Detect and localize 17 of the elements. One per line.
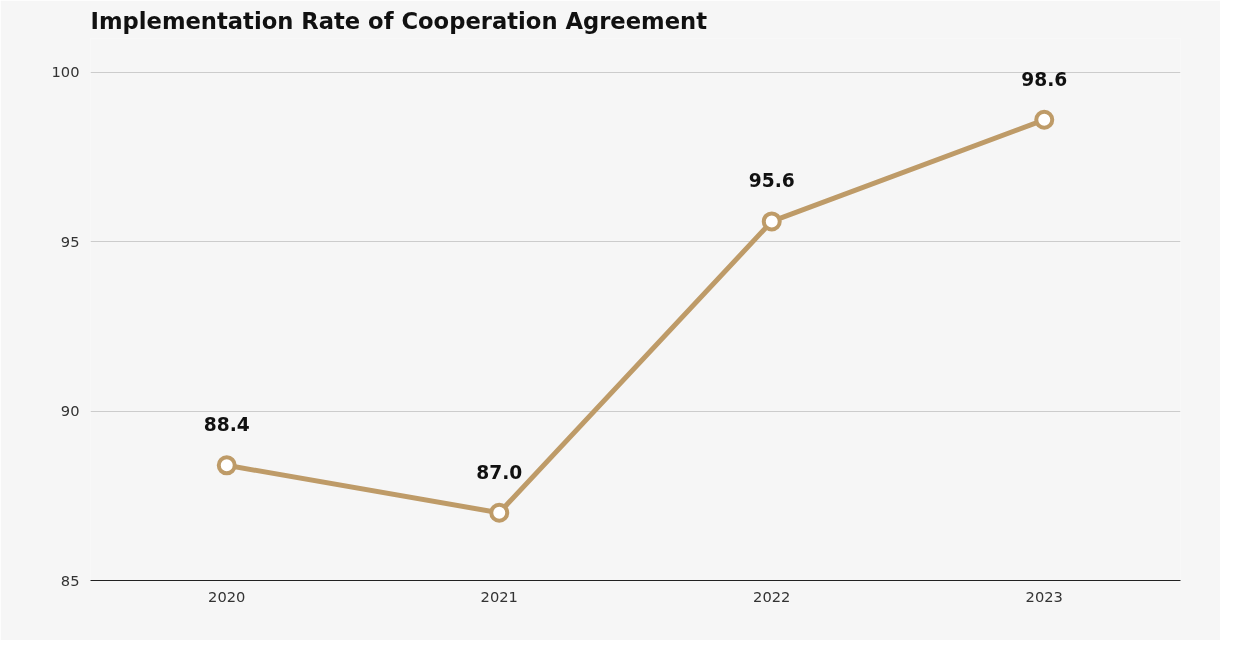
x-tick-label: 2022 [753, 587, 791, 605]
x-tick-label: 2020 [208, 587, 246, 605]
data-label: 95.6 [748, 170, 795, 192]
chart-title: Implementation Rate of Cooperation Agreement [90, 7, 708, 34]
y-tick-label: 85 [60, 571, 80, 589]
y-tick-label: 90 [60, 402, 80, 420]
x-tick-label: 2023 [1025, 587, 1063, 605]
point [489, 502, 510, 523]
y-tick-label: 100 [51, 63, 80, 81]
point [216, 455, 237, 476]
point [1034, 109, 1055, 130]
data-label: 88.4 [203, 414, 250, 436]
y-tick-label: 95 [60, 232, 80, 250]
data-label: 98.6 [1021, 68, 1068, 90]
x-tick-label: 2021 [480, 587, 518, 605]
data-label: 87.0 [476, 461, 523, 483]
point [761, 211, 782, 232]
